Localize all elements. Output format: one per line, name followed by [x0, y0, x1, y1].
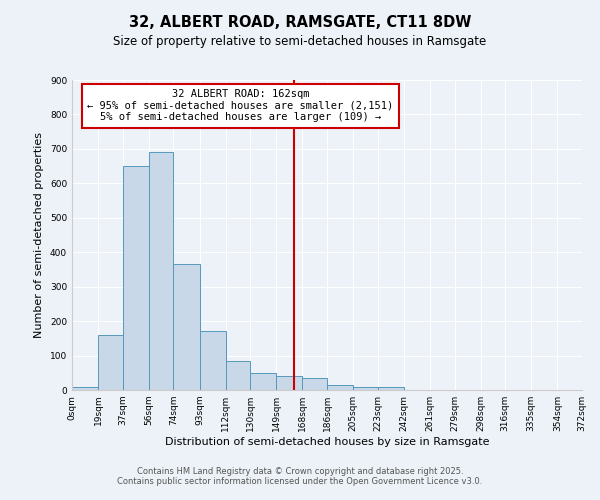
Bar [327, 385, 353, 390]
Text: Contains public sector information licensed under the Open Government Licence v3: Contains public sector information licen… [118, 477, 482, 486]
Bar [353, 386, 378, 390]
Bar [98, 335, 123, 390]
Bar [199, 332, 226, 390]
Bar [378, 387, 404, 390]
Y-axis label: Number of semi-detached properties: Number of semi-detached properties [34, 132, 44, 338]
Bar [72, 387, 98, 390]
Text: Contains HM Land Registry data © Crown copyright and database right 2025.: Contains HM Land Registry data © Crown c… [137, 467, 463, 476]
Bar [302, 378, 327, 390]
Bar [250, 373, 276, 390]
Text: 32 ALBERT ROAD: 162sqm
← 95% of semi-detached houses are smaller (2,151)
5% of s: 32 ALBERT ROAD: 162sqm ← 95% of semi-det… [87, 90, 394, 122]
Bar [149, 152, 173, 390]
Bar [123, 166, 149, 390]
Text: 32, ALBERT ROAD, RAMSGATE, CT11 8DW: 32, ALBERT ROAD, RAMSGATE, CT11 8DW [129, 15, 471, 30]
Text: Size of property relative to semi-detached houses in Ramsgate: Size of property relative to semi-detach… [113, 35, 487, 48]
Bar [276, 376, 302, 390]
Bar [173, 264, 200, 390]
X-axis label: Distribution of semi-detached houses by size in Ramsgate: Distribution of semi-detached houses by … [165, 437, 489, 447]
Bar [226, 360, 250, 390]
